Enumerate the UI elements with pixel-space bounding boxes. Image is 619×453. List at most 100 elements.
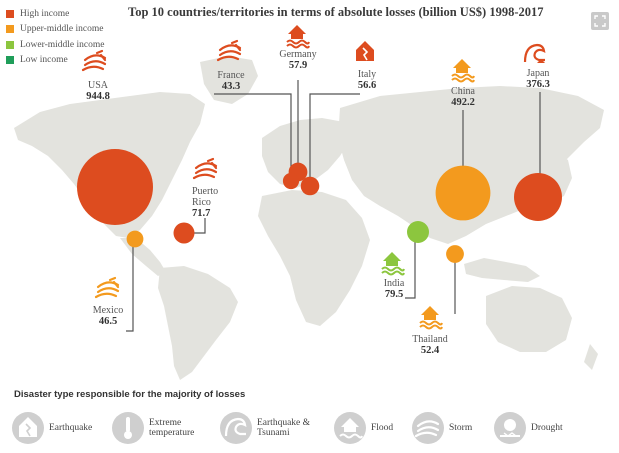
- flood-icon: [286, 25, 310, 49]
- legend-label: Lower-middle income: [20, 39, 105, 50]
- australia-shape: [486, 286, 572, 352]
- earthquake-tsunami-icon: [220, 412, 252, 444]
- country-value: 492.2: [451, 97, 475, 108]
- disaster-type-earthquake: Earthquake: [12, 412, 92, 444]
- label-india: India 79.5: [378, 278, 410, 300]
- label-puerto-rico: Puerto Rico 71.7: [192, 186, 222, 219]
- bubble-usa: [77, 149, 153, 225]
- disaster-type-label-line2: temperature: [149, 428, 195, 438]
- disaster-type-flood: Flood: [334, 412, 393, 444]
- disaster-type-label: Extreme temperature: [149, 418, 194, 438]
- country-name: Mexico: [92, 305, 124, 316]
- flood-icon: [381, 252, 405, 276]
- country-name: India: [383, 278, 405, 289]
- legend-label: High income: [20, 8, 70, 19]
- legend-swatch: [6, 9, 14, 18]
- drought-icon: [494, 412, 526, 444]
- label-japan: Japan 376.3: [518, 68, 558, 90]
- country-name: USA: [87, 80, 108, 91]
- legend-item-low: Low income: [6, 53, 105, 69]
- disaster-type-drought: Drought: [494, 412, 563, 444]
- bubble-france: [282, 172, 300, 190]
- country-name: China: [451, 86, 475, 97]
- earthquake-icon: [356, 41, 374, 61]
- country-name: Japan: [526, 68, 550, 79]
- legend-item-lower-middle: Lower-middle income: [6, 37, 105, 53]
- flood-icon: [451, 59, 475, 83]
- europe-shape: [262, 118, 350, 188]
- country-value: 43.3: [221, 81, 241, 92]
- flood-icon: [419, 306, 443, 330]
- bubble-italy: [300, 176, 320, 196]
- storm-icon: [216, 39, 242, 62]
- disaster-type-thermometer: Extreme temperature: [112, 412, 194, 444]
- country-name: France: [217, 70, 245, 81]
- country-value: 71.7: [192, 208, 211, 219]
- legend-item-upper-middle: Upper-middle income: [6, 22, 105, 38]
- southeast-asia-islands-shape: [464, 258, 540, 282]
- bubble-japan: [514, 173, 562, 221]
- disaster-type-label-line1: Storm: [449, 423, 473, 433]
- flood-icon: [334, 412, 366, 444]
- earthquake-icon: [12, 412, 44, 444]
- disaster-type-label: Storm: [449, 423, 472, 433]
- disaster-type-label-line1: Flood: [371, 423, 394, 433]
- thermometer-icon: [112, 412, 144, 444]
- leader-line-italy: [309, 93, 360, 182]
- disaster-type-label: Earthquake & Tsunami: [257, 418, 310, 438]
- legend-swatch: [6, 25, 14, 34]
- label-germany: Germany 57.9: [274, 49, 322, 71]
- asia-shape: [338, 86, 604, 244]
- greenland-shape: [200, 56, 258, 104]
- legend-item-high: High income: [6, 6, 105, 22]
- legend-swatch: [6, 56, 14, 65]
- leader-line-france: [214, 93, 292, 177]
- south-america-shape: [158, 266, 238, 380]
- disaster-type-label: Earthquake: [49, 423, 92, 433]
- expand-icon: [594, 15, 606, 27]
- world-map: [14, 25, 604, 380]
- central-america-shape: [120, 238, 166, 276]
- bubble-india: [407, 221, 429, 243]
- disaster-type-label-line1: Earthquake: [49, 423, 93, 433]
- legend-swatch: [6, 40, 14, 49]
- bubbles: [77, 149, 562, 263]
- country-icons: [81, 25, 546, 330]
- country-value: 376.3: [526, 79, 550, 90]
- label-france: France 43.3: [214, 70, 248, 92]
- label-china: China 492.2: [441, 86, 485, 108]
- storm-icon: [94, 276, 120, 299]
- storm-icon: [192, 157, 218, 180]
- bubble-thailand: [446, 245, 464, 263]
- storm-icon: [412, 412, 444, 444]
- disaster-type-earthquake-tsunami: Earthquake & Tsunami: [220, 412, 310, 444]
- earthquake-tsunami-icon: [523, 43, 546, 63]
- bubble-mexico: [126, 230, 144, 248]
- expand-button[interactable]: [591, 12, 609, 30]
- bubble-puerto-rico: [173, 222, 195, 244]
- chart-title: Top 10 countries/territories in terms of…: [128, 5, 544, 19]
- disaster-type-label-line1: Earthquake &: [257, 418, 311, 428]
- country-value: 944.8: [86, 91, 110, 102]
- country-value: 46.5: [98, 316, 118, 327]
- country-name: Italy: [357, 69, 377, 80]
- storm-icon: [81, 49, 107, 72]
- income-legend: High income Upper-middle income Lower-mi…: [6, 6, 105, 68]
- country-value: 57.9: [288, 60, 308, 71]
- country-name: Germany: [279, 49, 317, 60]
- disaster-type-storm: Storm: [412, 412, 472, 444]
- label-usa: USA 944.8: [78, 80, 118, 102]
- country-value: 56.6: [357, 80, 377, 91]
- disaster-type-label-line2: Tsunami: [257, 428, 290, 438]
- country-name: Thailand: [412, 334, 448, 345]
- disaster-type-label-line1: Drought: [531, 423, 563, 433]
- bubble-china: [435, 165, 491, 221]
- label-thailand: Thailand 52.4: [408, 334, 452, 356]
- legend-label: Upper-middle income: [20, 24, 104, 35]
- country-value: 52.4: [420, 345, 440, 356]
- leader-line-india: [405, 236, 416, 299]
- country-name-2: Rico: [192, 197, 211, 208]
- disaster-legend-title: Disaster type responsible for the majori…: [14, 389, 246, 400]
- label-italy: Italy 56.6: [354, 69, 380, 91]
- disaster-type-label-line1: Extreme: [149, 418, 182, 428]
